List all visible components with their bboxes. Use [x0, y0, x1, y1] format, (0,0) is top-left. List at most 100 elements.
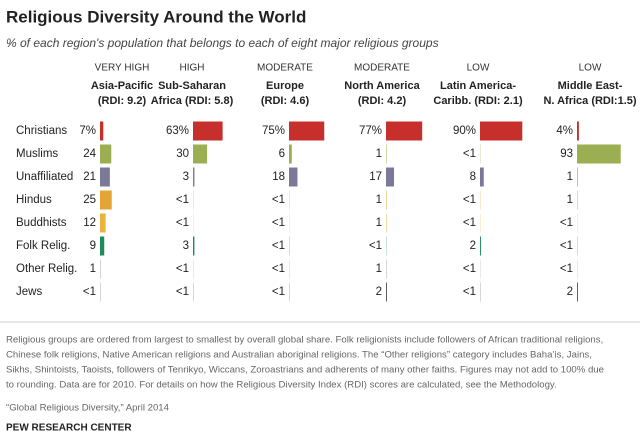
bar: [100, 144, 112, 164]
value-label: 1: [376, 217, 382, 229]
value-label: 21: [83, 171, 96, 183]
value-label: 24: [83, 148, 96, 160]
region-rdi: Caribb. (RDI: 2.1): [433, 95, 523, 107]
level-label: LOW: [579, 63, 602, 74]
value-label: 93: [560, 148, 573, 160]
bar: [100, 236, 105, 256]
bar: [386, 167, 394, 187]
region-name: Europe: [266, 80, 304, 92]
value-label: 1: [376, 148, 382, 160]
value-label: 4%: [556, 125, 573, 137]
row-label: Jews: [16, 286, 42, 298]
value-label: <1: [463, 263, 476, 275]
value-label: 18: [272, 171, 285, 183]
row-label: Hindus: [16, 194, 52, 206]
row-label: Muslims: [16, 148, 58, 160]
bar: [480, 236, 481, 256]
region-name: North America: [344, 80, 420, 92]
value-label: 1: [376, 194, 382, 206]
value-label: <1: [560, 217, 573, 229]
level-label: MODERATE: [257, 63, 313, 74]
value-label: 1: [90, 263, 96, 275]
value-label: 8: [470, 171, 476, 183]
row-label: Other Relig.: [16, 263, 77, 275]
chart-subtitle: % of each region's population that belon…: [6, 36, 439, 50]
value-label: 7%: [79, 125, 96, 137]
brand: PEW RESEARCH CENTER: [6, 423, 132, 434]
value-label: <1: [176, 217, 189, 229]
region-rdi: (RDI: 4.6): [261, 95, 310, 107]
level-label: LOW: [467, 63, 490, 74]
value-label: <1: [272, 217, 285, 229]
value-label: <1: [176, 286, 189, 298]
footnote: Sikhs, Shintoists, Taoists, followers of…: [6, 365, 604, 376]
source: “Global Religious Diversity,” April 2014: [6, 403, 170, 414]
value-label: <1: [272, 240, 285, 252]
value-label: <1: [83, 286, 96, 298]
value-label: 2: [470, 240, 476, 252]
value-label: <1: [560, 263, 573, 275]
value-label: 3: [183, 240, 189, 252]
bar: [577, 121, 579, 141]
value-label: <1: [272, 194, 285, 206]
bar: [480, 121, 523, 141]
value-label: <1: [463, 286, 476, 298]
value-label: 75%: [262, 125, 285, 137]
value-label: 6: [279, 148, 285, 160]
bar: [480, 167, 484, 187]
value-label: <1: [176, 263, 189, 275]
value-label: 77%: [359, 125, 382, 137]
value-label: 1: [567, 194, 573, 206]
region-name: Asia-Pacific: [91, 80, 153, 92]
bar: [193, 167, 195, 187]
value-label: <1: [176, 194, 189, 206]
value-label: 30: [176, 148, 189, 160]
value-label: <1: [463, 217, 476, 229]
bar: [386, 121, 423, 141]
region-rdi: Africa (RDI: 5.8): [151, 95, 234, 107]
bar: [100, 213, 106, 233]
value-label: <1: [463, 194, 476, 206]
region-name: Middle East-: [558, 80, 623, 92]
value-label: 1: [567, 171, 573, 183]
value-label: 9: [90, 240, 96, 252]
footnote: to rounding. Data are for 2010. For deta…: [6, 380, 557, 391]
footnote: Religious groups are ordered from larges…: [6, 335, 603, 346]
bar: [289, 121, 325, 141]
bar: [289, 167, 298, 187]
bar: [577, 282, 578, 302]
region-name: Latin America-: [440, 80, 516, 92]
region-name: Sub-Saharan: [158, 80, 226, 92]
row-label: Folk Relig.: [16, 240, 70, 252]
row-label: Buddhists: [16, 217, 67, 229]
value-label: 3: [183, 171, 189, 183]
value-label: 63%: [166, 125, 189, 137]
level-label: HIGH: [180, 63, 205, 74]
value-label: 17: [369, 171, 382, 183]
value-label: <1: [369, 240, 382, 252]
bar: [577, 144, 621, 164]
chart-title: Religious Diversity Around the World: [6, 7, 306, 26]
footnote: Chinese folk religions, Native American …: [6, 350, 592, 361]
value-label: 2: [567, 286, 573, 298]
bar: [100, 167, 110, 187]
bar: [100, 190, 112, 210]
level-label: MODERATE: [354, 63, 410, 74]
region-rdi: (RDI: 9.2): [98, 95, 147, 107]
region-rdi: (RDI: 4.2): [358, 95, 407, 107]
bar: [193, 121, 223, 141]
bar: [289, 144, 292, 164]
value-label: <1: [272, 263, 285, 275]
value-label: 12: [83, 217, 96, 229]
value-label: 1: [376, 263, 382, 275]
value-label: 2: [376, 286, 382, 298]
bar: [193, 144, 208, 164]
value-label: <1: [463, 148, 476, 160]
value-label: 90%: [453, 125, 476, 137]
row-label: Unaffiliated: [16, 171, 73, 183]
value-label: <1: [272, 286, 285, 298]
value-label: 25: [83, 194, 96, 206]
region-rdi: N. Africa (RDI:1.5): [543, 95, 636, 107]
bar: [193, 236, 195, 256]
level-label: VERY HIGH: [95, 63, 150, 74]
